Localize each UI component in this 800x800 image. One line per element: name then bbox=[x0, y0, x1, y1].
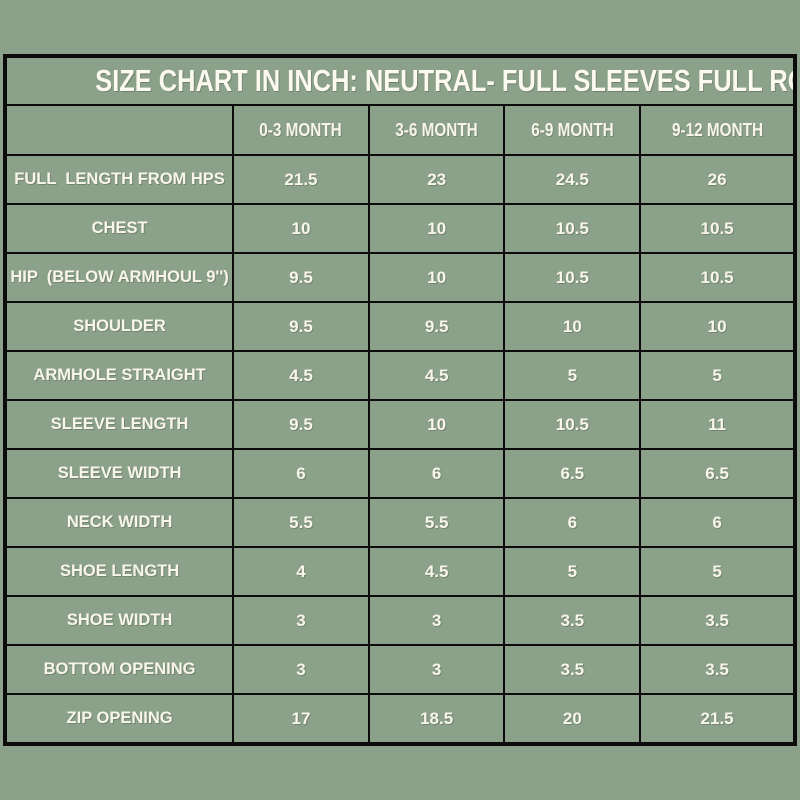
cell-value: 9.5 bbox=[424, 316, 449, 336]
cell-value: 10.5 bbox=[555, 414, 589, 434]
row-label: FULL LENGTH FROM HPS bbox=[14, 170, 225, 188]
row-label: HIP (BELOW ARMHOUL 9'') bbox=[10, 268, 229, 286]
row-label: ARMHOLE STRAIGHT bbox=[33, 366, 206, 384]
cell-value: 3.5 bbox=[560, 659, 585, 679]
column-header-9-12-month: 9-12 MONTH bbox=[671, 119, 763, 140]
cell-value: 23 bbox=[427, 169, 447, 189]
table-row: NECK WIDTH 5.5 5.5 6 6 bbox=[3, 497, 796, 548]
cell-value: 10.5 bbox=[555, 218, 589, 238]
table-row: HIP (BELOW ARMHOUL 9'') 9.5 10 10.5 10.5 bbox=[3, 252, 796, 303]
header-row: 0-3 MONTH 3-6 MONTH 6-9 MONTH 9-12 MONTH bbox=[3, 104, 796, 156]
table-row: SLEEVE WIDTH 6 6 6.5 6.5 bbox=[3, 448, 796, 499]
cell-value: 10 bbox=[427, 218, 447, 238]
cell-value: 9.5 bbox=[289, 414, 313, 434]
size-chart-table: SIZE CHART IN INCH: NEUTRAL- FULL SLEEVE… bbox=[3, 54, 797, 746]
cell-value: 6 bbox=[296, 463, 306, 483]
chart-title: SIZE CHART IN INCH: NEUTRAL- FULL SLEEVE… bbox=[95, 63, 793, 98]
cell-value: 3.5 bbox=[705, 659, 729, 679]
table-row: ZIP OPENING 17 18.5 20 21.5 bbox=[3, 693, 796, 745]
cell-value: 4.5 bbox=[289, 365, 313, 385]
table-row: SHOE LENGTH 4 4.5 5 5 bbox=[3, 546, 796, 597]
cell-value: 17 bbox=[291, 708, 311, 728]
cell-value: 3 bbox=[431, 610, 442, 630]
row-label: SLEEVE LENGTH bbox=[50, 415, 189, 433]
cell-value: 21.5 bbox=[700, 708, 734, 728]
row-label: SHOULDER bbox=[73, 317, 166, 335]
cell-value: 3 bbox=[431, 659, 442, 679]
cell-value: 10 bbox=[291, 218, 311, 238]
cell-value: 3 bbox=[296, 610, 306, 630]
cell-value: 5.5 bbox=[424, 512, 449, 532]
cell-value: 10.5 bbox=[700, 218, 734, 238]
cell-value: 5 bbox=[567, 561, 578, 581]
cell-value: 3.5 bbox=[705, 610, 729, 630]
row-label: NECK WIDTH bbox=[66, 513, 173, 531]
column-header-3-6-month: 3-6 MONTH bbox=[395, 119, 478, 140]
table-row: SHOULDER 9.5 9.5 10 10 bbox=[3, 301, 796, 352]
cell-value: 10 bbox=[707, 316, 727, 336]
cell-value: 6 bbox=[712, 512, 722, 532]
row-label: ZIP OPENING bbox=[66, 709, 173, 727]
cell-value: 5 bbox=[567, 365, 578, 385]
cell-value: 5.5 bbox=[289, 512, 313, 532]
cell-value: 6 bbox=[431, 463, 442, 483]
cell-value: 5 bbox=[712, 561, 722, 581]
table-row: CHEST 10 10 10.5 10.5 bbox=[3, 203, 796, 254]
cell-value: 21.5 bbox=[284, 169, 318, 189]
cell-value: 10.5 bbox=[555, 267, 589, 287]
table-row: ARMHOLE STRAIGHT 4.5 4.5 5 5 bbox=[3, 350, 796, 401]
cell-value: 10.5 bbox=[700, 267, 734, 287]
row-label: SHOE WIDTH bbox=[66, 611, 173, 629]
cell-value: 26 bbox=[707, 169, 727, 189]
cell-value: 18.5 bbox=[420, 708, 454, 728]
cell-value: 6.5 bbox=[705, 463, 729, 483]
column-header-0-3-month: 0-3 MONTH bbox=[259, 119, 343, 140]
cell-value: 4.5 bbox=[424, 561, 449, 581]
cell-value: 9.5 bbox=[289, 267, 313, 287]
title-row: SIZE CHART IN INCH: NEUTRAL- FULL SLEEVE… bbox=[4, 55, 796, 106]
cell-value: 4 bbox=[296, 561, 306, 581]
cell-value: 3 bbox=[296, 659, 306, 679]
table-row: SLEEVE LENGTH 9.5 10 10.5 11 bbox=[3, 399, 796, 450]
row-label: SHOE LENGTH bbox=[59, 562, 180, 580]
cell-value: 10 bbox=[562, 316, 582, 336]
cell-value: 5 bbox=[712, 365, 722, 385]
table-row: SHOE WIDTH 3 3 3.5 3.5 bbox=[3, 595, 796, 646]
row-label: CHEST bbox=[91, 219, 148, 237]
cell-value: 20 bbox=[562, 708, 582, 728]
cell-value: 24.5 bbox=[555, 169, 589, 189]
column-header-6-9-month: 6-9 MONTH bbox=[531, 119, 614, 140]
table-row: BOTTOM OPENING 3 3 3.5 3.5 bbox=[3, 644, 796, 695]
cell-value: 6 bbox=[567, 512, 578, 532]
cell-value: 9.5 bbox=[289, 316, 313, 336]
row-label: SLEEVE WIDTH bbox=[57, 464, 182, 482]
table-row: FULL LENGTH FROM HPS 21.5 23 24.5 26 bbox=[3, 154, 796, 205]
cell-value: 4.5 bbox=[424, 365, 449, 385]
cell-value: 3.5 bbox=[560, 610, 585, 630]
cell-value: 10 bbox=[427, 414, 447, 434]
cell-value: 11 bbox=[708, 414, 727, 434]
corner-cell bbox=[3, 104, 235, 156]
row-label: BOTTOM OPENING bbox=[43, 660, 196, 678]
cell-value: 6.5 bbox=[560, 463, 585, 483]
cell-value: 10 bbox=[427, 267, 447, 287]
